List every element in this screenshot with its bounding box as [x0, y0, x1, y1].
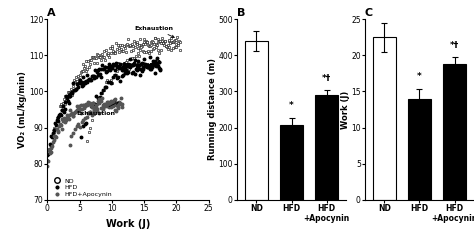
Text: *: *	[417, 72, 422, 80]
Text: *†: *†	[322, 74, 331, 84]
Bar	[280, 125, 303, 200]
Y-axis label: Work (J): Work (J)	[341, 90, 350, 129]
Bar	[443, 64, 466, 200]
Y-axis label: VO₂ (mL/kg/min): VO₂ (mL/kg/min)	[18, 71, 27, 148]
Text: Exhaustion: Exhaustion	[135, 25, 174, 38]
Legend: ND, HFD, HFD+Apocynin: ND, HFD, HFD+Apocynin	[51, 178, 112, 197]
Y-axis label: Running distance (m): Running distance (m)	[208, 59, 217, 160]
Bar	[408, 99, 431, 200]
Text: *: *	[289, 101, 294, 110]
Bar	[315, 95, 338, 200]
Text: *†: *†	[450, 41, 459, 50]
Text: C: C	[365, 8, 373, 18]
Bar	[373, 37, 396, 200]
Text: B: B	[237, 8, 246, 18]
Text: Exhaustion: Exhaustion	[76, 102, 118, 116]
Bar	[245, 41, 268, 200]
X-axis label: Work (J): Work (J)	[106, 219, 150, 229]
Text: Exhaustion: Exhaustion	[115, 60, 160, 67]
Text: A: A	[47, 8, 56, 18]
